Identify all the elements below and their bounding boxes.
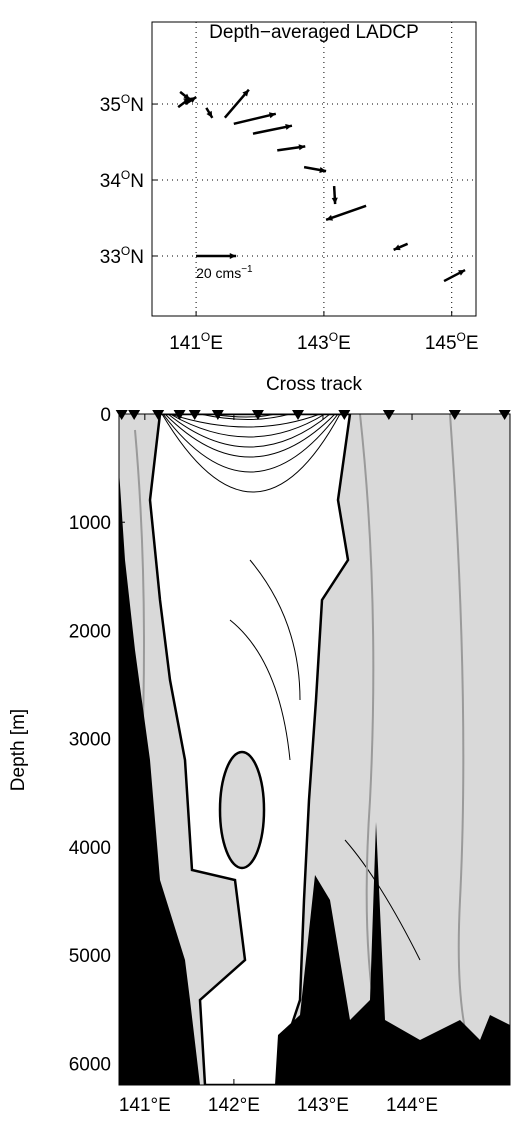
arrow-head (319, 166, 327, 173)
tick-label-number: 33 (100, 247, 121, 268)
arrow-head (183, 98, 191, 105)
tick-label-unit: N (130, 247, 144, 268)
tick-label-number: 141°E (119, 1095, 171, 1116)
station-marker (382, 410, 395, 420)
station-marker (211, 410, 224, 420)
tick-label: 141OE (169, 330, 223, 354)
station-marker (173, 410, 186, 420)
positive-blob (218, 750, 266, 870)
tick-label: 144°E (386, 1095, 438, 1116)
axes-frame (151, 21, 477, 317)
arrow-head (285, 123, 292, 130)
contour-field (119, 414, 510, 1085)
tick-label: 34ON (100, 168, 144, 192)
arrow-shaft (325, 204, 367, 222)
station-marker (115, 410, 128, 420)
arrow-head (298, 144, 306, 151)
velocity-arrow (233, 112, 277, 126)
y-axis-label: Depth [m] (8, 709, 29, 791)
station-marker (251, 410, 264, 420)
arrow-head (268, 112, 276, 119)
tick-label: 5000 (69, 946, 111, 967)
arrow-head (189, 97, 197, 103)
axes-frame (118, 413, 511, 1086)
arrow-head (331, 197, 338, 205)
arrow-head (229, 252, 237, 260)
station-marker (292, 410, 305, 420)
arrow-head (242, 89, 249, 97)
velocity-arrow (331, 186, 338, 205)
tick-label-sup: O (121, 168, 130, 182)
tick-label-number: 144°E (386, 1095, 438, 1116)
bottom-title: Cross track (266, 374, 363, 395)
tick-label: 6000 (69, 1054, 111, 1075)
station-marker (152, 410, 165, 420)
tick-label-sup: O (201, 330, 210, 344)
arrow-head (393, 244, 401, 251)
station-marker (498, 410, 511, 420)
tick-label-sup: O (329, 330, 338, 344)
arrow-head (458, 270, 466, 276)
tick-label: 3000 (69, 730, 111, 751)
velocity-arrow (443, 268, 466, 283)
tick-label: 0 (100, 405, 111, 426)
tick-label-number: 34 (100, 171, 122, 192)
tick-label-unit: E (466, 333, 479, 354)
tick-label-unit: N (130, 171, 144, 192)
velocity-arrow (325, 204, 367, 222)
negative-region (148, 414, 352, 1085)
velocity-arrow (252, 123, 293, 135)
velocity-arrow (184, 95, 197, 106)
station-marker (188, 410, 201, 420)
tick-label: 35ON (100, 92, 144, 116)
velocity-arrow (223, 88, 250, 119)
tick-label: 33ON (100, 244, 144, 268)
tick-label: 142°E (208, 1095, 260, 1116)
velocity-arrow (303, 165, 327, 173)
tick-label-number: 35 (100, 95, 121, 116)
bathymetry-east (275, 822, 510, 1085)
arrow-head (206, 110, 213, 118)
station-marker (128, 410, 141, 420)
tick-label-number: 141 (169, 333, 201, 354)
tick-label-number: 143 (297, 333, 329, 354)
tick-label-number: 145 (425, 333, 457, 354)
velocity-arrow (277, 144, 306, 152)
tick-label: 4000 (69, 838, 111, 859)
tick-label-sup: O (457, 330, 466, 344)
tick-label-unit: N (130, 95, 144, 116)
tick-label-number: 143°E (297, 1095, 349, 1116)
velocity-arrow (177, 97, 191, 109)
tick-label: 143OE (297, 330, 351, 354)
bathymetry-west (119, 470, 200, 1085)
tick-label: 145OE (425, 330, 479, 354)
tick-label-sup: O (121, 92, 130, 106)
velocity-arrow (205, 107, 214, 119)
tick-label-unit: E (210, 333, 223, 354)
scale-label-text: 20 cms (196, 265, 241, 281)
tick-label-sup: O (121, 244, 130, 258)
contour-lines (161, 414, 421, 961)
arrow-shaft (252, 124, 293, 135)
scale-label-sup: −1 (241, 264, 253, 275)
tick-label-unit: E (338, 333, 351, 354)
top-title: Depth−averaged LADCP (209, 22, 419, 43)
scale-arrow (196, 252, 237, 260)
scale-label: 20 cms−1 (196, 264, 253, 281)
velocity-arrow (393, 242, 409, 251)
tick-label: 1000 (69, 513, 111, 534)
arrow-head (326, 214, 334, 221)
tick-label-number: 142°E (208, 1095, 260, 1116)
station-marker (338, 410, 351, 420)
station-marker (448, 410, 461, 420)
tick-label: 2000 (69, 621, 111, 642)
tick-label: 143°E (297, 1095, 349, 1116)
arrow-shaft (233, 112, 277, 126)
tick-label: 141°E (119, 1095, 171, 1116)
